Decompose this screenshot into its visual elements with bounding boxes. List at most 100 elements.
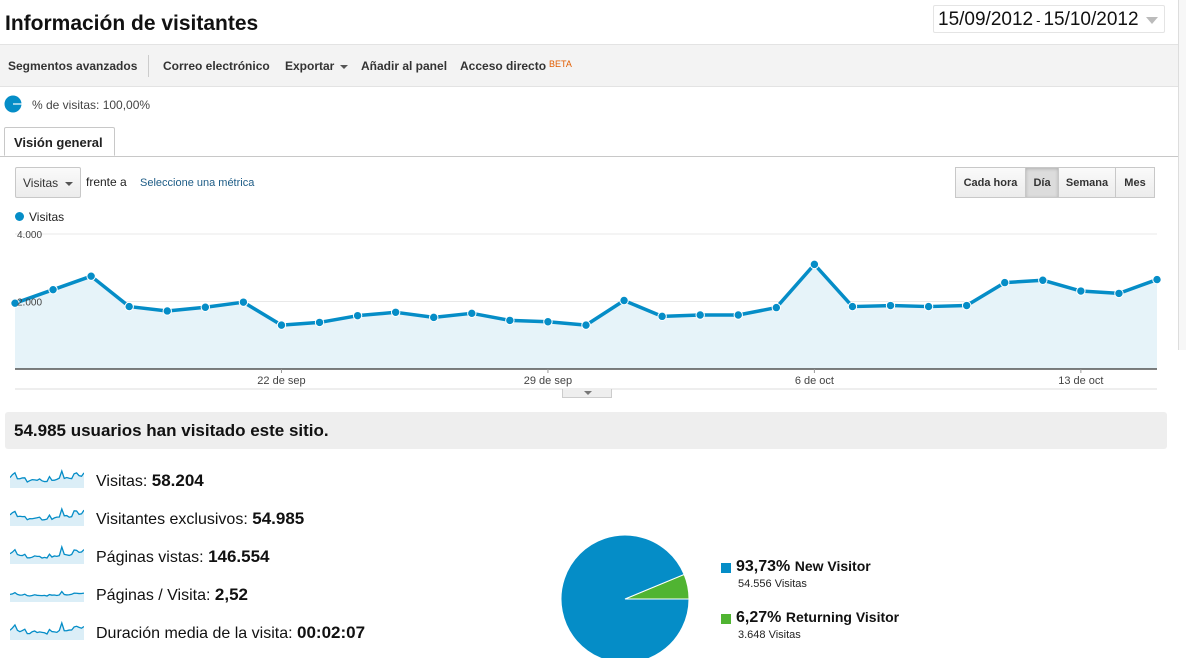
chevron-down-icon: [584, 391, 592, 395]
sparkline[interactable]: [10, 468, 84, 488]
segment-pie-icon[interactable]: [4, 95, 22, 113]
visitor-type-pie-chart[interactable]: [560, 534, 692, 658]
toolbar-divider: [148, 55, 149, 77]
data-point[interactable]: [1114, 288, 1124, 299]
chart-resize-handle[interactable]: [562, 389, 612, 398]
data-point[interactable]: [619, 295, 629, 306]
report-toolbar: Segmentos avanzados Correo electrónico E…: [0, 44, 1178, 87]
metric-label: Visitantes exclusivos: 54.985: [96, 509, 304, 529]
y-tick-label: 4.000: [17, 230, 42, 241]
metric-value: 146.554: [208, 547, 270, 566]
export-label: Exportar: [285, 59, 335, 73]
data-point[interactable]: [1000, 277, 1010, 288]
data-point[interactable]: [200, 302, 211, 312]
metric-value: 58.204: [151, 471, 204, 490]
scrollbar[interactable]: [1178, 0, 1186, 350]
data-point[interactable]: [276, 320, 287, 330]
metric-select[interactable]: Visitas: [15, 167, 81, 198]
data-point[interactable]: [390, 307, 401, 318]
metric-value: 54.985: [252, 509, 305, 528]
sparkline-area: [10, 623, 84, 640]
legend-swatch: [721, 614, 731, 624]
data-point[interactable]: [505, 315, 515, 326]
sparkline[interactable]: [10, 620, 84, 640]
data-point[interactable]: [352, 310, 363, 321]
metric-value: 00:02:07: [297, 623, 366, 642]
data-point[interactable]: [48, 284, 58, 295]
data-point[interactable]: [124, 301, 134, 312]
data-point[interactable]: [923, 301, 934, 312]
granularity-week-button[interactable]: Semana: [1058, 167, 1116, 198]
page-title: Información de visitantes: [5, 12, 259, 35]
beta-badge: BETA: [549, 59, 572, 69]
metric-label: Visitas: 58.204: [96, 471, 204, 491]
data-point[interactable]: [238, 297, 249, 307]
chevron-down-icon: [1146, 17, 1158, 24]
metric-label: Páginas / Visita: 2,52: [96, 585, 248, 605]
data-point[interactable]: [961, 300, 972, 311]
shortcut-button[interactable]: Acceso directo BETA: [460, 59, 572, 73]
sparkline-line: [10, 506, 84, 521]
pie-percent: 6,27%: [736, 609, 782, 626]
sparkline-line: [10, 620, 84, 635]
date-separator: -: [1036, 13, 1041, 28]
data-point[interactable]: [695, 310, 705, 320]
chevron-down-icon: [65, 182, 73, 186]
data-point[interactable]: [885, 300, 896, 311]
data-point[interactable]: [543, 317, 553, 327]
select-metric-link[interactable]: Seleccione una métrica: [140, 177, 255, 189]
pie-name: New Visitor: [794, 558, 871, 574]
legend-swatch: [721, 563, 731, 573]
y-tick-label: 2.000: [17, 298, 42, 309]
pie-legend-label: 6,27% Returning Visitor: [736, 609, 899, 627]
chevron-down-icon: [340, 64, 349, 69]
sparkline[interactable]: [10, 544, 84, 564]
date-range-picker[interactable]: 15/09/2012-15/10/2012: [933, 5, 1165, 33]
metric-name: Visitantes exclusivos:: [96, 511, 248, 528]
date-end: 15/10/2012: [1043, 9, 1139, 30]
export-button[interactable]: Exportar: [285, 59, 349, 73]
sparkline-area: [10, 547, 84, 564]
metric-name: Páginas vistas:: [96, 549, 204, 566]
data-point[interactable]: [1038, 275, 1048, 285]
sparkline-line: [10, 468, 84, 483]
pie-visits: 3.648 Visitas: [738, 629, 801, 641]
series-area: [15, 264, 1157, 369]
data-point[interactable]: [467, 308, 477, 319]
metric-select-value: Visitas: [23, 176, 59, 190]
data-point[interactable]: [429, 312, 439, 323]
data-point[interactable]: [809, 259, 820, 270]
data-point[interactable]: [86, 271, 96, 281]
pie-visits: 54.556 Visitas: [738, 578, 807, 590]
tab-divider: [0, 156, 1178, 157]
metric-name: Páginas / Visita:: [96, 587, 211, 604]
sparkline-line: [10, 544, 84, 559]
data-point[interactable]: [314, 317, 325, 328]
data-point[interactable]: [657, 311, 667, 322]
data-point[interactable]: [10, 298, 20, 308]
pie-slice[interactable]: [560, 534, 690, 658]
x-tick-label: 13 de oct: [1058, 375, 1103, 387]
sparkline[interactable]: [10, 582, 84, 602]
granularity-hourly-button[interactable]: Cada hora: [955, 167, 1026, 198]
visits-line-chart[interactable]: 4.000 2.000 22 de sep 29 de sep 6 de oct 13 d…: [0, 230, 1170, 395]
tab-overview[interactable]: Visión general: [4, 127, 115, 156]
granularity-buttons: Cada hora Día Semana Mes: [955, 167, 1155, 198]
email-button[interactable]: Correo electrónico: [163, 59, 270, 73]
data-point[interactable]: [733, 310, 743, 320]
granularity-day-button[interactable]: Día: [1025, 167, 1059, 198]
metric-label: Páginas vistas: 146.554: [96, 547, 270, 567]
data-point[interactable]: [1076, 286, 1086, 296]
data-point[interactable]: [162, 306, 172, 316]
sparkline[interactable]: [10, 506, 84, 526]
data-point[interactable]: [581, 320, 591, 330]
granularity-month-button[interactable]: Mes: [1115, 167, 1155, 198]
data-point[interactable]: [847, 301, 858, 312]
x-tick-label: 6 de oct: [795, 375, 834, 387]
data-point[interactable]: [1152, 274, 1162, 285]
metric-label: Duración media de la visita: 00:02:07: [96, 623, 365, 643]
data-point[interactable]: [771, 302, 782, 313]
shortcut-label: Acceso directo: [460, 59, 547, 73]
advanced-segments-button[interactable]: Segmentos avanzados: [8, 59, 138, 73]
add-to-dashboard-button[interactable]: Añadir al panel: [361, 59, 448, 73]
